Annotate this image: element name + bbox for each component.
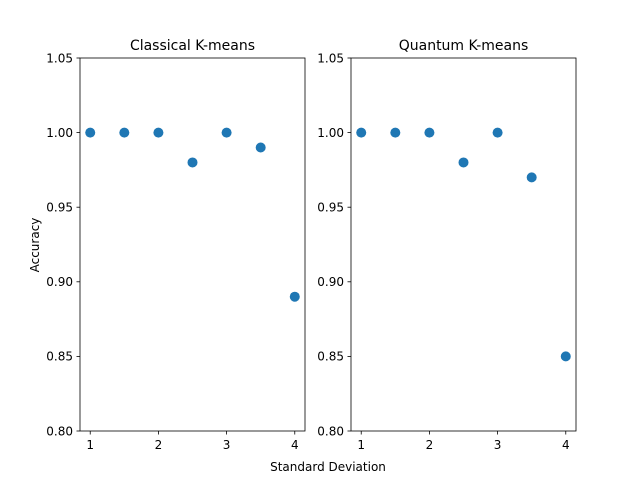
y-axis-label: Accuracy bbox=[28, 218, 42, 273]
chart-title: Quantum K-means bbox=[399, 38, 529, 54]
x-tick-label: 1 bbox=[86, 438, 94, 452]
x-tick-label: 3 bbox=[223, 438, 231, 452]
x-tick-label: 1 bbox=[357, 438, 365, 452]
data-point bbox=[492, 127, 503, 138]
subplot-classical: Classical K-means 0.80 0.85 0.90 0.95 1.00 1.0… bbox=[46, 38, 306, 452]
y-tick-label: 0.90 bbox=[46, 275, 73, 289]
y-tick-label: 0.95 bbox=[317, 201, 344, 215]
x-axis-label: Standard Deviation bbox=[270, 460, 386, 474]
data-point bbox=[424, 127, 435, 138]
data-point bbox=[390, 127, 401, 138]
x-tick-label: 4 bbox=[291, 438, 299, 452]
data-point bbox=[85, 127, 96, 138]
y-tick-label: 0.85 bbox=[46, 350, 73, 364]
plot-frame bbox=[350, 57, 577, 432]
y-tick-label: 0.90 bbox=[317, 275, 344, 289]
plot-frame bbox=[79, 57, 306, 432]
y-tick-label: 1.05 bbox=[317, 51, 344, 65]
data-point bbox=[458, 157, 469, 168]
data-point bbox=[153, 127, 164, 138]
data-point bbox=[221, 127, 232, 138]
data-point bbox=[560, 351, 571, 362]
data-point bbox=[526, 172, 537, 183]
y-tick-label: 0.95 bbox=[46, 201, 73, 215]
y-tick-label: 0.80 bbox=[46, 424, 73, 438]
data-point bbox=[119, 127, 130, 138]
chart-title: Classical K-means bbox=[130, 38, 255, 54]
x-tick-label: 4 bbox=[562, 438, 570, 452]
y-tick-label: 1.00 bbox=[317, 126, 344, 140]
x-tick-label: 2 bbox=[155, 438, 163, 452]
data-point bbox=[187, 157, 198, 168]
y-tick-label: 1.00 bbox=[46, 126, 73, 140]
y-tick-label: 0.80 bbox=[317, 424, 344, 438]
y-tick-label: 1.05 bbox=[46, 51, 73, 65]
data-point bbox=[255, 142, 266, 153]
data-point bbox=[289, 291, 300, 302]
data-point bbox=[356, 127, 367, 138]
y-tick-label: 0.85 bbox=[317, 350, 344, 364]
subplot-quantum: Quantum K-means 0.80 0.85 0.90 0.95 1.00 1.05 1… bbox=[317, 38, 577, 452]
x-tick-label: 2 bbox=[426, 438, 434, 452]
x-tick-label: 3 bbox=[494, 438, 502, 452]
